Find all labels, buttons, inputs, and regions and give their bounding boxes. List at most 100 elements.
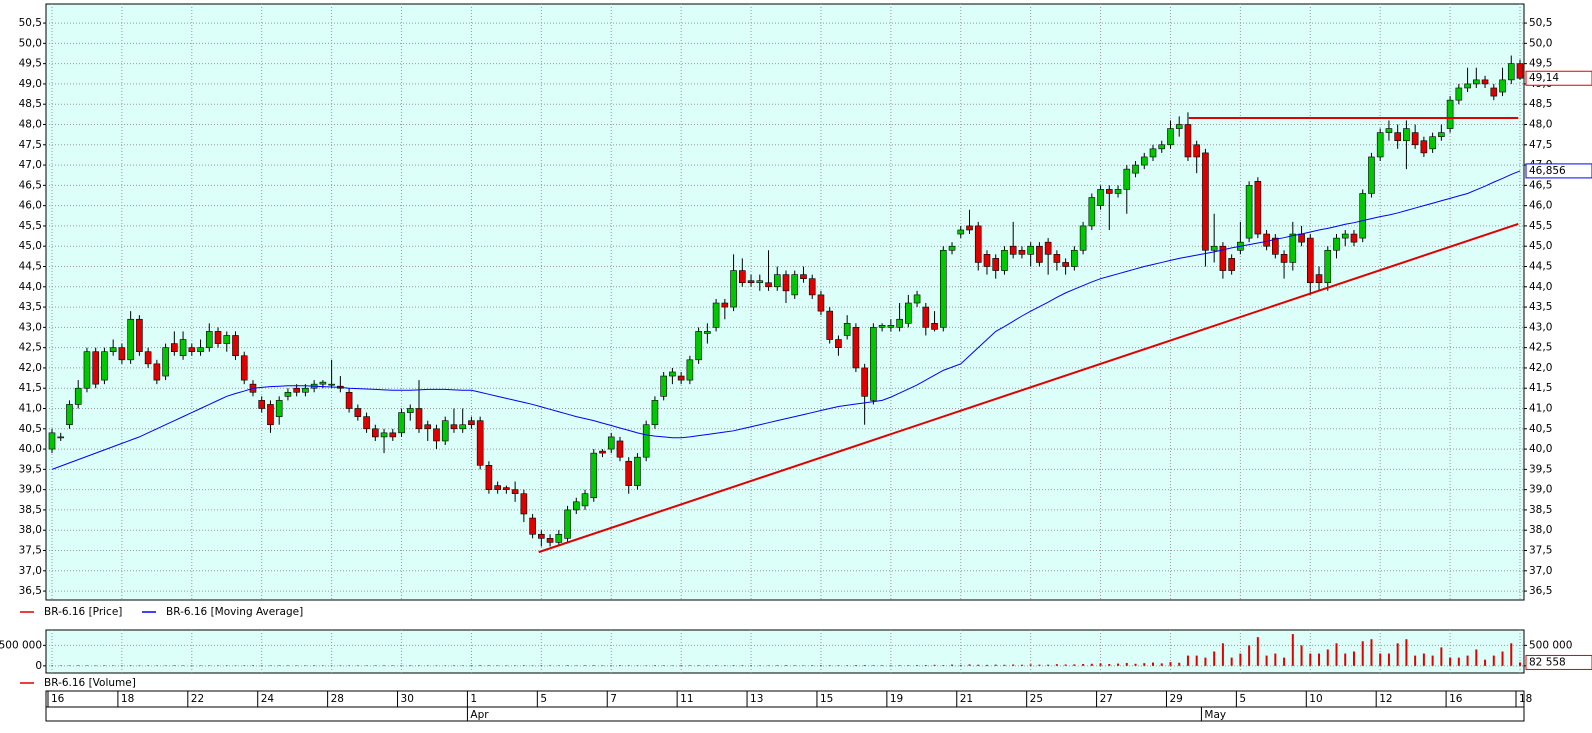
x-tick-label: 21 <box>960 693 973 705</box>
month-label: Apr <box>470 709 489 721</box>
volume-bar <box>461 665 464 666</box>
volume-bar <box>793 665 796 666</box>
volume-bar <box>636 665 639 666</box>
volume-bar <box>575 665 578 666</box>
volume-bar <box>1387 653 1390 666</box>
volume-bar <box>182 665 185 666</box>
candle-body <box>144 351 152 365</box>
volume-bar <box>138 665 141 666</box>
volume-bar <box>313 665 316 666</box>
volume-bar <box>750 665 753 666</box>
volume-bar <box>1073 664 1076 666</box>
volume-bar <box>155 665 158 666</box>
y-tick-label: 41,5 <box>19 382 42 394</box>
y-tick-label-right: 38,0 <box>1529 524 1552 536</box>
candle-body <box>843 323 851 336</box>
candle-body <box>354 408 362 417</box>
candle-body <box>870 327 877 401</box>
candle-body <box>1158 144 1166 150</box>
y-tick-label: 40,5 <box>19 423 42 435</box>
volume-bar <box>1501 651 1504 666</box>
candle-body <box>669 371 676 377</box>
volume-bar <box>1344 653 1347 666</box>
candle-body <box>555 533 563 543</box>
volume-bar <box>531 665 534 666</box>
volume-bar <box>164 665 167 666</box>
candle-body <box>1507 63 1515 81</box>
x-tick-label: 19 <box>890 693 903 705</box>
volume-bar <box>697 665 700 666</box>
volume-bar <box>68 665 71 666</box>
candle-body <box>966 225 973 231</box>
volume-bar <box>522 665 525 666</box>
volume-bar <box>1440 647 1443 666</box>
volume-bar <box>234 665 237 666</box>
candle-body <box>1228 258 1235 271</box>
volume-bar <box>1291 634 1294 666</box>
candle-body <box>1167 128 1174 146</box>
x-tick-label: 29 <box>1169 693 1182 705</box>
candle-body <box>153 363 161 381</box>
y-tick-label: 37,5 <box>19 545 42 557</box>
candle-body <box>511 489 519 495</box>
value-tag <box>1525 654 1592 670</box>
volume-bar <box>592 665 595 666</box>
x-tick-label: 24 <box>261 693 275 705</box>
y-tick-label-right: 42,0 <box>1529 362 1552 374</box>
candle-body <box>1062 262 1069 267</box>
volume-bar <box>1195 655 1198 666</box>
candle-body <box>1114 189 1122 194</box>
volume-bar <box>688 665 691 666</box>
volume-bar <box>120 665 123 666</box>
candle-body <box>398 412 405 434</box>
candle-body <box>179 339 187 357</box>
volume-bar <box>1379 653 1382 666</box>
volume-bar <box>269 665 272 666</box>
volume-bar <box>1457 657 1460 666</box>
trend-line <box>538 222 1519 554</box>
volume-bar <box>1239 653 1242 666</box>
volume-bar <box>470 665 473 666</box>
candle-body <box>974 225 982 263</box>
candle-body <box>267 404 274 426</box>
candle-body <box>214 331 222 344</box>
candle-body <box>197 347 204 353</box>
volume-bar <box>1352 651 1355 666</box>
candle-body <box>922 306 930 328</box>
candle-body <box>782 274 790 292</box>
volume-bar <box>811 665 814 666</box>
candle-body <box>1132 164 1139 174</box>
volume-bar <box>802 665 805 666</box>
volume-bar <box>837 665 840 666</box>
candle-body <box>878 325 886 328</box>
volume-bar <box>994 664 997 666</box>
candle-body <box>564 509 571 539</box>
y-tick-label-right: 45,0 <box>1529 240 1552 252</box>
volume-bar <box>1300 645 1303 666</box>
y-tick-label: 38,0 <box>19 524 42 536</box>
candle-body <box>677 375 685 381</box>
candle-body <box>1446 99 1454 129</box>
volume-bar <box>1309 653 1312 666</box>
volume-bar <box>199 665 202 666</box>
candle-body <box>74 387 82 405</box>
volume-bar <box>1466 655 1469 666</box>
volume-bar <box>514 665 517 666</box>
volume-bar <box>776 665 779 666</box>
candle-body <box>1175 124 1183 129</box>
y-tick-label-right: 44,0 <box>1529 281 1552 293</box>
candle-body <box>861 367 868 397</box>
candle-body <box>459 424 466 430</box>
candle-body <box>109 347 117 353</box>
x-tick-label: 25 <box>1030 693 1043 705</box>
candle-body <box>983 254 991 267</box>
y-tick-label: 42,0 <box>19 362 42 374</box>
candle-body <box>686 359 694 381</box>
candle-body <box>660 375 667 397</box>
candle-body <box>433 428 440 442</box>
candle-body <box>1036 245 1043 263</box>
volume-bar <box>959 664 962 666</box>
candle-body <box>494 485 501 490</box>
